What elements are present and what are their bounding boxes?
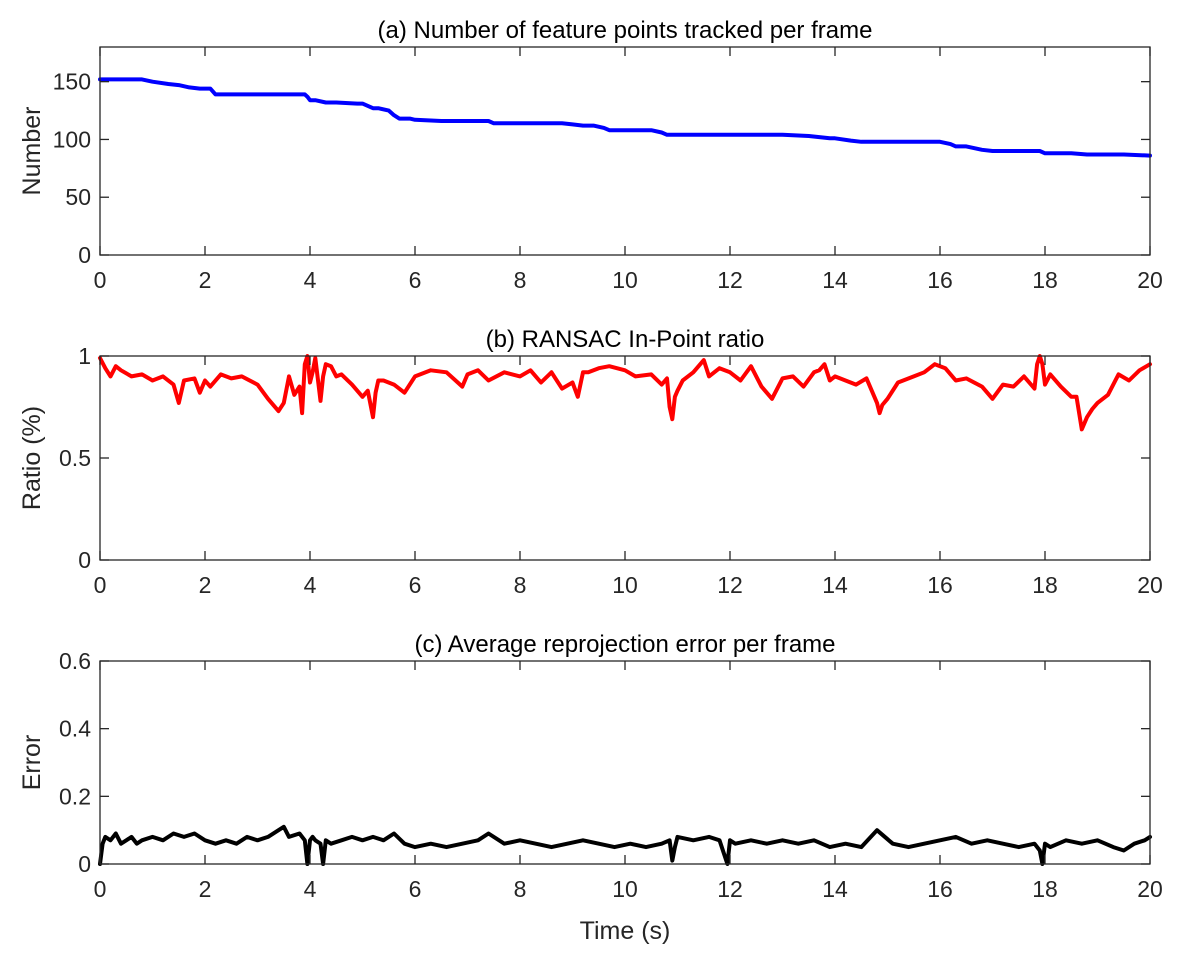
x-tick-label: 2 [199, 267, 212, 293]
y-tick-label: 0 [78, 851, 91, 877]
x-tick-label: 6 [409, 267, 422, 293]
y-tick-label: 100 [53, 126, 91, 152]
x-tick-label: 8 [514, 267, 527, 293]
x-tick-label: 6 [409, 572, 422, 598]
x-tick-label: 10 [612, 876, 638, 902]
x-tick-label: 14 [822, 572, 848, 598]
y-tick-label: 0.6 [59, 648, 91, 674]
x-tick-label: 0 [94, 267, 107, 293]
x-tick-label: 20 [1137, 267, 1163, 293]
series-line-1 [98, 77, 1152, 158]
x-tick-label: 0 [94, 876, 107, 902]
x-tick-label: 8 [514, 572, 527, 598]
x-tick-label: 20 [1137, 572, 1163, 598]
chart-title: (b) RANSAC In-Point ratio [486, 326, 765, 353]
x-tick-label: 14 [822, 267, 848, 293]
x-tick-label: 2 [199, 572, 212, 598]
x-tick-label: 2 [199, 876, 212, 902]
y-tick-label: 1 [78, 343, 91, 369]
y-axis-label: Error [18, 735, 46, 791]
x-tick-label: 12 [717, 572, 743, 598]
y-tick-label: 0 [78, 547, 91, 573]
chart-panel-1: 0 2 4 6 8 10 12 14 16 18 20 0 50 100 150 (a) Number of … [18, 17, 1163, 293]
y-axis-label: Number [18, 107, 46, 196]
series-line-1 [98, 824, 1152, 866]
x-tick-label: 8 [514, 876, 527, 902]
y-axis-label: Ratio (%) [18, 406, 46, 510]
x-tick-label: 16 [927, 572, 953, 598]
y-tick-label: 0.2 [59, 783, 91, 809]
x-axis-label: Time (s) [580, 917, 671, 945]
x-tick-label: 16 [927, 267, 953, 293]
chart-panel-2: 0 2 4 6 8 10 12 14 16 18 20 0 0.5 1 (b) RANSAC In-Poin… [18, 326, 1163, 598]
chart-panel-3: 0 2 4 6 8 10 12 14 16 18 20 0 0.2 0.4 0.6 (c) Average r… [18, 631, 1163, 945]
x-tick-label: 12 [717, 267, 743, 293]
x-tick-label: 12 [717, 876, 743, 902]
x-tick-label: 10 [612, 572, 638, 598]
x-tick-label: 20 [1137, 876, 1163, 902]
chart-title: (a) Number of feature points tracked per… [378, 17, 873, 44]
axes-box [99, 660, 1151, 865]
x-tick-label: 10 [612, 267, 638, 293]
y-tick-label: 50 [65, 184, 91, 210]
x-tick-label: 18 [1032, 876, 1058, 902]
x-tick-label: 16 [927, 876, 953, 902]
x-tick-label: 18 [1032, 572, 1058, 598]
y-tick-label: 0.4 [59, 716, 91, 742]
series-line-1 [98, 354, 1152, 432]
x-tick-label: 18 [1032, 267, 1058, 293]
x-tick-label: 4 [304, 572, 317, 598]
x-tick-label: 14 [822, 876, 848, 902]
x-tick-label: 4 [304, 876, 317, 902]
x-tick-label: 0 [94, 572, 107, 598]
y-tick-label: 0 [78, 242, 91, 268]
y-tick-label: 150 [53, 69, 91, 95]
chart-title: (c) Average reprojection error per frame [414, 631, 835, 658]
x-tick-label: 6 [409, 876, 422, 902]
y-tick-label: 0.5 [59, 445, 91, 471]
x-tick-label: 4 [304, 267, 317, 293]
